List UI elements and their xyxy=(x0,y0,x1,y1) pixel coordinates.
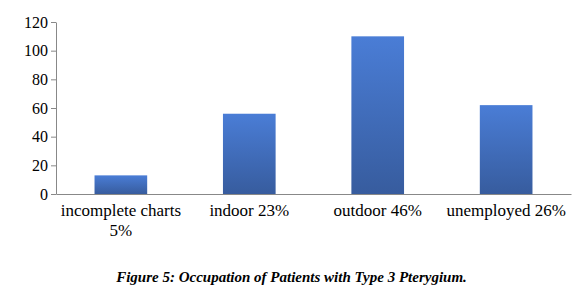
x-tick-label: outdoor 46% xyxy=(334,201,422,220)
y-tick: 40 xyxy=(32,128,56,145)
y-axis: 0 20 40 60 80 100 120 xyxy=(24,14,57,203)
y-tick-mark xyxy=(51,51,56,52)
y-axis-line xyxy=(56,23,57,195)
y-tick-label: 120 xyxy=(24,14,48,31)
x-tick-label: incomplete charts5% xyxy=(61,201,181,240)
x-axis-line xyxy=(57,194,572,195)
x-tick: unemployed 26% xyxy=(446,194,565,220)
x-tick: incomplete charts5% xyxy=(61,194,181,240)
label-line: unemployed 26% xyxy=(446,201,565,220)
y-tick-mark xyxy=(51,108,56,109)
y-tick-label: 80 xyxy=(32,71,48,88)
x-tick: indoor 23% xyxy=(209,194,289,220)
y-tick: 20 xyxy=(32,157,56,174)
x-axis: incomplete charts5% indoor 23% outdoor 46%… xyxy=(57,194,572,240)
title: Figure 5: Occupation of Patients with Ty… xyxy=(115,269,467,285)
y-tick-label: 40 xyxy=(32,128,48,145)
chart-container: 0 20 40 60 80 100 120 incomplete charts5% indoor… xyxy=(0,0,583,294)
label-line: indoor 23% xyxy=(209,201,289,220)
y-tick-label: 60 xyxy=(32,100,48,117)
y-tick-mark xyxy=(51,194,56,195)
y-tick: 0 xyxy=(40,186,56,203)
label-line: incomplete charts xyxy=(61,201,181,220)
y-tick-mark xyxy=(51,22,56,23)
y-tick-label: 100 xyxy=(24,42,48,59)
x-tick-label: indoor 23% xyxy=(209,201,289,220)
bar xyxy=(95,175,148,194)
bars xyxy=(95,36,533,194)
bar xyxy=(480,105,533,194)
x-tick: outdoor 46% xyxy=(334,194,422,220)
y-tick: 60 xyxy=(32,100,56,117)
y-tick: 120 xyxy=(24,14,56,31)
bar xyxy=(351,36,404,194)
y-tick: 100 xyxy=(24,42,56,59)
x-tick-label: unemployed 26% xyxy=(446,201,565,220)
y-tick: 80 xyxy=(32,71,56,88)
label-line: 5% xyxy=(110,221,133,240)
y-tick-mark xyxy=(51,79,56,80)
y-tick-label: 0 xyxy=(40,186,48,203)
label-line: outdoor 46% xyxy=(334,201,422,220)
y-tick-mark xyxy=(51,165,56,166)
y-tick-mark xyxy=(51,137,56,138)
bar xyxy=(223,114,276,194)
plot: 0 20 40 60 80 100 120 incomplete charts5% indoor… xyxy=(24,14,572,240)
chart-svg: 0 20 40 60 80 100 120 incomplete charts5% indoor… xyxy=(0,0,583,294)
y-tick-label: 20 xyxy=(32,157,48,174)
